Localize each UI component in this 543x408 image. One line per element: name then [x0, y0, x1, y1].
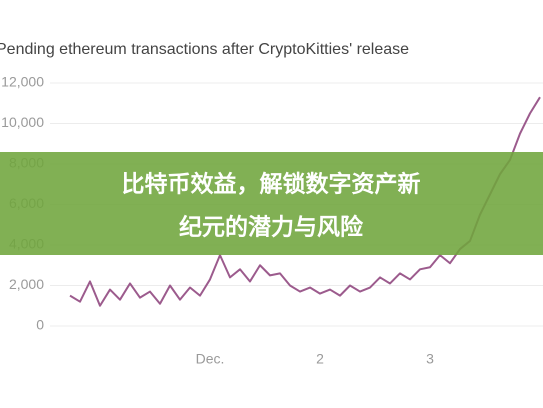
- x-tick-label: Dec.: [196, 351, 225, 367]
- y-tick-label: 2,000: [9, 276, 44, 292]
- banner: [0, 152, 543, 255]
- banner-text: 比特币效益，解锁数字资产新: [122, 171, 421, 198]
- y-tick-label: 12,000: [1, 74, 44, 90]
- x-tick-label: 3: [426, 351, 434, 367]
- y-tick-label: 10,000: [1, 114, 44, 130]
- chart-title: Pending ethereum transactions after Cryp…: [0, 41, 409, 58]
- x-tick-label: 2: [316, 351, 324, 367]
- y-tick-label: 0: [36, 317, 44, 333]
- banner-text: 纪元的潜力与风险: [179, 214, 364, 241]
